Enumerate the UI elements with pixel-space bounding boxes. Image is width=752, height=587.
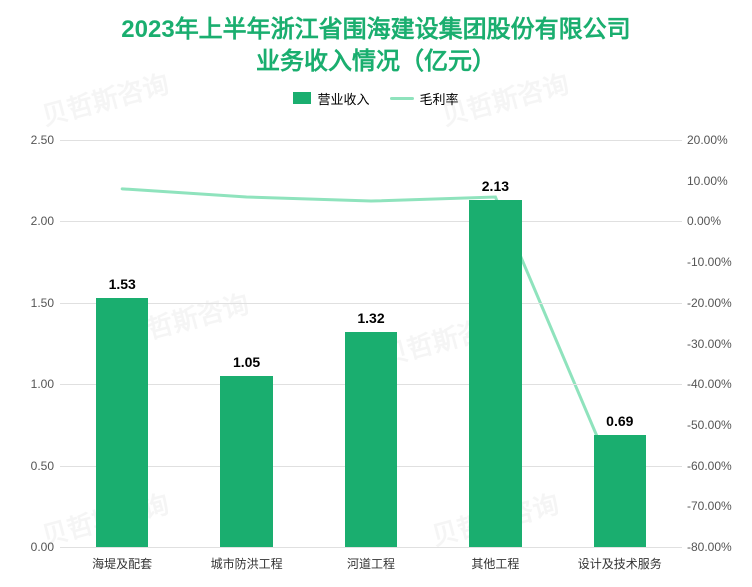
y-right-tick: -50.00% [687,418,742,432]
legend-label-line: 毛利率 [420,89,459,108]
title-line-1: 2023年上半年浙江省围海建设集团股份有限公司 [121,16,630,43]
legend: 营业收入 毛利率 [0,89,752,108]
gridline [60,547,682,548]
gridline [60,303,682,304]
bar [469,200,521,547]
y-right-tick: -40.00% [687,377,742,391]
legend-label-bar: 营业收入 [317,89,369,108]
y-left-tick: 1.00 [16,377,54,391]
legend-item-bar: 营业收入 [293,89,369,108]
title-line-2: 业务收入情况（亿元） [256,48,496,75]
y-right-tick: 20.00% [687,133,742,147]
bar-value-label: 1.53 [109,276,136,292]
bar-value-label: 0.69 [606,413,633,429]
y-right-tick: -10.00% [687,255,742,269]
x-tick-label: 海堤及配套 [92,555,152,572]
y-right-tick: 0.00% [687,214,742,228]
chart-area: 0.000.501.001.502.002.50-80.00%-70.00%-6… [60,140,682,547]
bar [594,435,646,547]
legend-swatch-line [390,97,414,100]
legend-swatch-bar [293,92,311,104]
y-left-tick: 2.00 [16,214,54,228]
plot: 0.000.501.001.502.002.50-80.00%-70.00%-6… [60,140,682,547]
bar-value-label: 1.32 [357,310,384,326]
y-right-tick: -60.00% [687,459,742,473]
bar-value-label: 1.05 [233,354,260,370]
y-right-tick: -80.00% [687,540,742,554]
x-tick-label: 设计及技术服务 [578,555,662,572]
legend-item-line: 毛利率 [390,89,459,108]
chart-title: 2023年上半年浙江省围海建设集团股份有限公司 业务收入情况（亿元） [0,0,752,79]
y-left-tick: 2.50 [16,133,54,147]
y-right-tick: -70.00% [687,499,742,513]
bar [345,332,397,547]
y-left-tick: 0.00 [16,540,54,554]
y-right-tick: -20.00% [687,296,742,310]
x-tick-label: 其他工程 [471,555,519,572]
bar [220,376,272,547]
bar-value-label: 2.13 [482,178,509,194]
bar [96,298,148,547]
gridline [60,140,682,141]
y-left-tick: 1.50 [16,296,54,310]
x-tick-label: 城市防洪工程 [211,555,283,572]
gridline [60,221,682,222]
y-right-tick: 10.00% [687,174,742,188]
y-right-tick: -30.00% [687,337,742,351]
y-left-tick: 0.50 [16,459,54,473]
x-tick-label: 河道工程 [347,555,395,572]
